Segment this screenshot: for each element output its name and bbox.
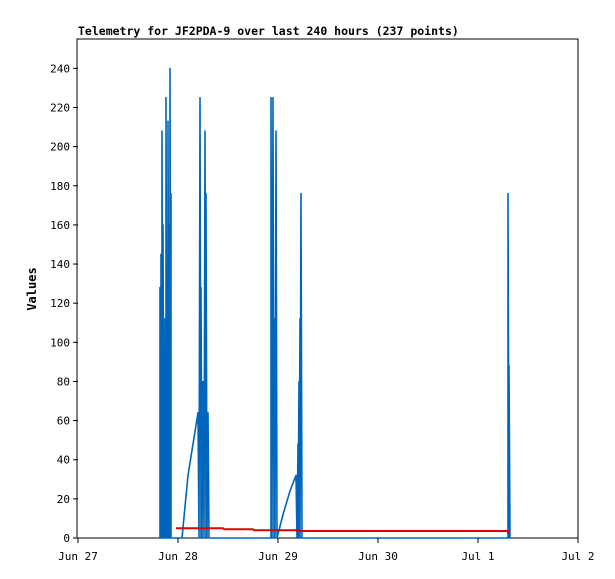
y-tick-label: 220 <box>50 101 70 114</box>
y-tick-label: 120 <box>50 297 70 310</box>
y-tick-label: 160 <box>50 219 70 232</box>
series-layer <box>159 67 511 539</box>
x-tick-label: Jun 27 <box>58 550 98 563</box>
y-tick-label: 80 <box>57 375 70 388</box>
y-tick-label: 0 <box>63 532 70 545</box>
series-line-1 <box>159 67 511 539</box>
y-axis-label: Values <box>25 267 39 310</box>
y-tick-label: 200 <box>50 141 70 154</box>
y-tick-label: 40 <box>57 454 70 467</box>
y-tick-label: 140 <box>50 258 70 271</box>
y-axis-ticks: 0 20 40 60 80 100 120 140 160 180 200 220 240 <box>50 62 78 545</box>
chart-title: Telemetry for JF2PDA-9 over last 240 hou… <box>78 24 459 38</box>
y-tick-label: 180 <box>50 180 70 193</box>
x-tick-label: Jul 1 <box>461 550 494 563</box>
x-tick-label: Jun 30 <box>358 550 398 563</box>
x-tick-label: Jul 2 <box>561 550 594 563</box>
plot-area <box>76 38 579 539</box>
y-tick-label: 100 <box>50 336 70 349</box>
x-axis-ticks: Jun 27 Jun 28 Jun 29 Jun 30 Jul 1 Jul 2 <box>58 538 595 563</box>
x-tick-label: Jun 28 <box>158 550 198 563</box>
y-tick-label: 20 <box>57 493 70 506</box>
y-tick-label: 240 <box>50 62 70 75</box>
series-line-2 <box>176 527 509 534</box>
y-tick-label: 60 <box>57 415 70 428</box>
x-tick-label: Jun 29 <box>258 550 298 563</box>
